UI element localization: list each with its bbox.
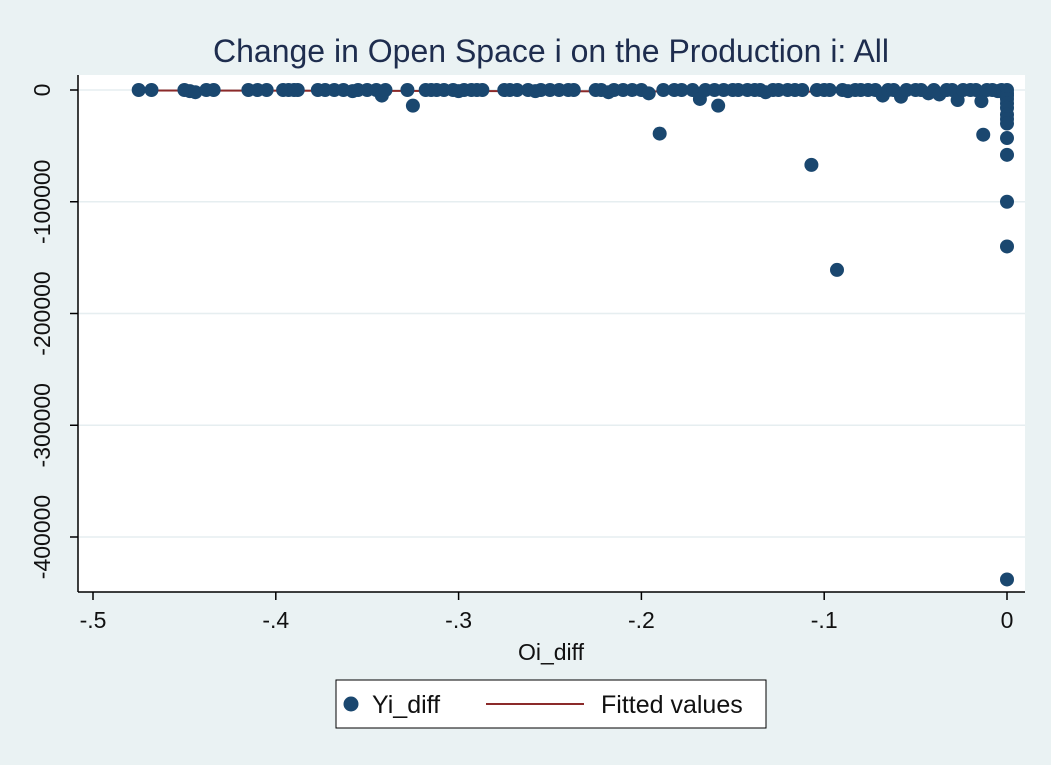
legend-label-points: Yi_diff <box>372 691 440 719</box>
y-tick-label: 0 <box>29 84 55 97</box>
y-tick-label: -100000 <box>29 160 55 244</box>
data-point <box>400 83 415 97</box>
data-point <box>206 83 221 97</box>
x-tick-label: -.3 <box>445 607 472 633</box>
data-point <box>290 83 305 97</box>
data-point <box>131 83 146 97</box>
data-point <box>976 127 991 142</box>
data-point <box>144 83 159 97</box>
data-point <box>795 83 810 97</box>
data-point <box>1000 572 1014 587</box>
x-tick-label: -.4 <box>262 607 289 633</box>
chart-title: Change in Open Space i on the Production… <box>213 33 889 69</box>
y-tick-label: -300000 <box>29 383 55 467</box>
data-point <box>510 83 525 97</box>
data-point <box>968 83 983 97</box>
data-point <box>378 83 393 97</box>
data-point <box>1000 147 1014 162</box>
y-axis-ticks: 0 -100000 -200000 -300000 -400000 <box>29 84 78 579</box>
data-point <box>405 98 420 113</box>
data-point <box>1000 131 1014 146</box>
x-axis-ticks: -.5 -.4 -.3 -.2 -.1 0 <box>80 592 1014 633</box>
data-point <box>259 83 274 97</box>
data-point <box>804 157 819 172</box>
x-tick-label: -.2 <box>628 607 655 633</box>
legend-marker-points <box>343 696 359 712</box>
legend: Yi_diff Fitted values <box>335 679 767 729</box>
data-point <box>652 126 667 141</box>
data-point <box>829 262 844 277</box>
data-point <box>641 86 656 101</box>
plot-area <box>78 75 1025 592</box>
data-point <box>656 83 671 97</box>
y-tick-label: -400000 <box>29 495 55 579</box>
data-point <box>1000 239 1014 254</box>
x-axis-title: Oi_diff <box>518 639 585 665</box>
data-point <box>188 85 203 100</box>
legend-label-fit: Fitted values <box>601 691 743 719</box>
data-point <box>475 83 490 97</box>
data-point <box>711 98 726 113</box>
data-point <box>1000 116 1014 131</box>
data-point <box>974 94 989 109</box>
data-point <box>822 83 837 97</box>
x-tick-label: 0 <box>1001 607 1014 633</box>
x-tick-label: -.5 <box>80 607 107 633</box>
data-point <box>566 83 581 97</box>
scatter-points <box>131 83 1014 587</box>
data-point <box>674 83 689 97</box>
data-point <box>1000 194 1014 209</box>
x-tick-label: -.1 <box>811 607 838 633</box>
y-tick-label: -200000 <box>29 271 55 355</box>
axes <box>77 75 1025 593</box>
